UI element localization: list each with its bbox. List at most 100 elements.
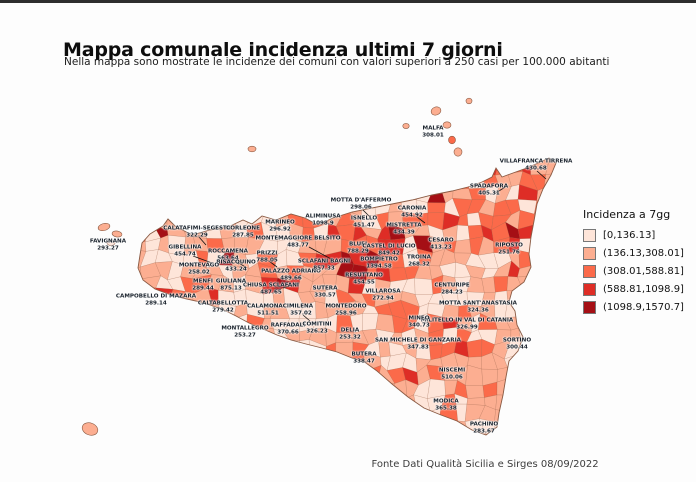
municipality-label: CENTURIPE 284.23 xyxy=(434,283,469,298)
municipality-incidence-value: 283.67 xyxy=(473,429,495,435)
municipality-incidence-value: 287.85 xyxy=(232,233,254,239)
municipality-label: CARONIA 454.92 xyxy=(398,206,427,221)
municipality-name: FAVIGNANA xyxy=(89,238,127,245)
municipality-incidence-value: 487.65 xyxy=(260,290,282,296)
municipality-label: CASTEL DI LUCIO 849.42 xyxy=(362,244,415,259)
municipality-incidence-value: 405.31 xyxy=(478,191,500,197)
municipality-name: SPADAFORA xyxy=(469,183,509,190)
municipality-label: SAN MICHELE DI GANZARIA 347.83 xyxy=(375,338,461,353)
municipality-label: CALTABELLOTTA 279.42 xyxy=(198,301,248,316)
municipality-label: CORLEONE 287.85 xyxy=(226,226,260,241)
legend-bin-label: [0,136.13] xyxy=(603,230,656,241)
municipality-label: CALAMONACI 511.51 xyxy=(247,304,289,319)
municipality-incidence-value: 322.29 xyxy=(186,233,208,239)
municipality-label: MILITELLO IN VAL DI CATANIA 326.99 xyxy=(421,318,514,333)
municipality-incidence-value: 454.74 xyxy=(174,252,196,258)
municipality-name: VILLAROSA xyxy=(365,288,401,295)
municipality-label: COMITINI 326.23 xyxy=(302,322,331,337)
municipality-name: BOMPIETRO xyxy=(360,256,398,263)
minor-island xyxy=(453,147,463,157)
municipality-name: MALFA xyxy=(422,125,444,132)
legend-bin-label: (588.81,1098.9] xyxy=(603,284,684,295)
municipality-name: DELIA xyxy=(340,327,360,334)
municipality-label: MONTEVAGO 258.02 xyxy=(179,263,219,278)
municipality-label: CHIUSA SCLAFANI 487.65 xyxy=(243,283,299,298)
municipality-label: PALAZZO ADRIANO 489.66 xyxy=(261,269,321,284)
municipality-name: PACHINO xyxy=(469,421,499,428)
legend-item: [0,136.13] xyxy=(583,229,684,242)
municipality-label: MILENA 357.02 xyxy=(289,304,313,319)
page-title: Mappa comunale incidenza ultimi 7 giorni xyxy=(63,38,503,61)
municipality-incidence-value: 268.32 xyxy=(408,262,430,268)
municipality-label: MONTALLEGRO 253.27 xyxy=(221,326,268,341)
municipality-name: BUTERA xyxy=(351,351,377,358)
municipality-name: MISTRETTA xyxy=(386,222,422,229)
minor-islands xyxy=(81,97,473,436)
minor-island xyxy=(430,106,442,116)
municipality-name: CALATAFIMI-SEGESTA xyxy=(163,225,231,232)
minor-island xyxy=(97,222,111,232)
municipality-incidence-value: 370.66 xyxy=(277,330,299,336)
municipality-label: ROCCAMENA 563.64 xyxy=(208,249,248,264)
municipality-label: SORTINO 300.44 xyxy=(503,338,531,353)
municipality-label: RAFFADALI 370.66 xyxy=(271,323,306,338)
coastline xyxy=(137,157,557,436)
municipality-label: VILLAFRANCA TIRRENA 430.68 xyxy=(500,159,573,174)
municipality-label: PACHINO 283.67 xyxy=(470,422,498,437)
municipality-name: MONTEDORO xyxy=(325,303,367,310)
minor-island xyxy=(81,422,99,436)
minor-island xyxy=(106,240,116,246)
map-legend: Incidenza a 7gg [0,136.13] (136.13,308.01… xyxy=(583,208,684,319)
municipality-incidence-value: 272.94 xyxy=(372,296,394,302)
municipality-label: BUTERA 338.47 xyxy=(351,352,376,367)
municipality-incidence-value: 284.23 xyxy=(441,290,463,296)
municipality-name: CENTURIPE xyxy=(434,282,470,289)
municipality-incidence-value: 451.47 xyxy=(353,223,375,229)
municipality-label: MALFA 308.01 xyxy=(422,126,444,141)
municipality-incidence-value: 510.06 xyxy=(441,375,463,381)
municipality-cell xyxy=(545,158,556,175)
municipality-name: ALIMINUSA xyxy=(305,213,341,220)
municipality-incidence-value: 324.36 xyxy=(467,308,489,314)
municipality-incidence-value: 430.68 xyxy=(525,166,547,172)
municipality-label: BOMPIETRO 1394.58 xyxy=(360,257,397,272)
municipality-name: PALAZZO ADRIANO xyxy=(261,268,321,275)
municipality-name: SCLAFANI BAGNI xyxy=(297,258,351,265)
municipality-incidence-value: 258.02 xyxy=(188,270,210,276)
leader-lines xyxy=(192,170,547,322)
municipality-incidence-value: 300.44 xyxy=(506,345,528,351)
legend-bin-label: (1098.9,1570.7] xyxy=(603,302,684,313)
municipality-incidence-value: 289.14 xyxy=(145,301,167,307)
label-leader-line xyxy=(362,209,372,219)
municipality-incidence-value: 308.01 xyxy=(422,133,444,139)
municipality-name: BISACQUINO xyxy=(216,259,256,266)
label-leader-line xyxy=(268,260,278,268)
legend-bin-label: (308.01,588.81] xyxy=(603,266,684,277)
legend-item: (308.01,588.81] xyxy=(583,265,684,278)
municipality-incidence-value: 489.66 xyxy=(280,276,302,282)
municipality-name: SORTINO xyxy=(502,337,532,344)
municipality-label: CESARO 413.23 xyxy=(428,238,453,253)
municipality-incidence-value: 251.76 xyxy=(498,250,520,256)
municipality-label: ISNELLO 451.47 xyxy=(351,216,377,231)
municipality-name: RESUTTANO xyxy=(345,272,383,279)
municipality-name: MODICA xyxy=(433,398,459,405)
municipality-name: ISNELLO xyxy=(350,215,378,222)
municipality-incidence-value: 365.38 xyxy=(435,406,457,412)
municipality-name: BLUFI xyxy=(348,241,368,248)
municipality-name: MONTEMAGGIORE BELSITO xyxy=(255,235,341,242)
minor-island xyxy=(465,97,473,105)
top-border xyxy=(0,0,696,3)
minor-island xyxy=(402,123,410,129)
municipality-name: MINEO xyxy=(408,315,430,322)
label-leader-line xyxy=(233,259,248,269)
municipality-label: SPADAFORA 405.31 xyxy=(470,184,508,199)
legend-swatch xyxy=(583,247,596,260)
municipality-incidence-value: 788.05 xyxy=(256,258,278,264)
legend-swatch xyxy=(583,283,596,296)
municipality-incidence-value: 454.55 xyxy=(353,280,375,286)
municipality-name: COMITINI xyxy=(302,321,332,328)
municipality-label: MINEO 340.73 xyxy=(408,316,430,331)
municipality-label: MISTRETTA 434.39 xyxy=(386,223,421,238)
